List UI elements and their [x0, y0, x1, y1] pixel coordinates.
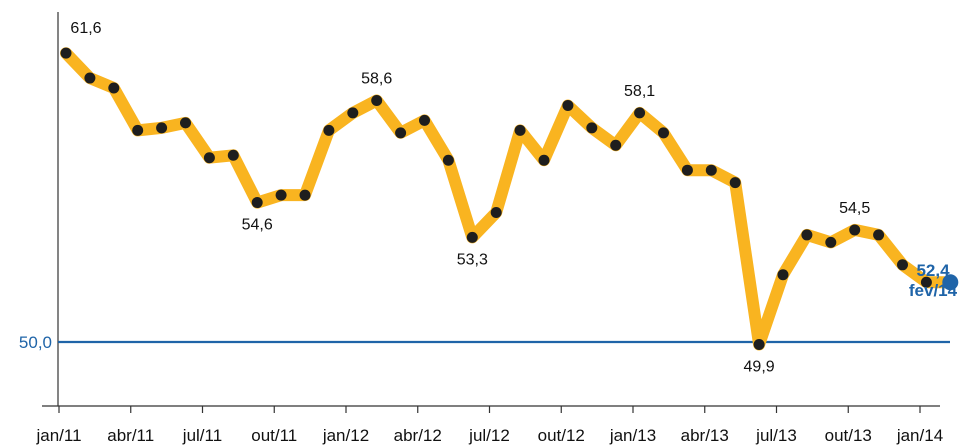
data-label: 53,3 — [457, 251, 488, 268]
data-point — [299, 189, 311, 201]
data-point — [586, 122, 598, 134]
data-point — [849, 224, 861, 236]
x-tick-label: jul/11 — [182, 426, 222, 445]
data-point — [729, 177, 741, 189]
last-point-value-label: 52,4 — [916, 261, 950, 280]
data-markers — [60, 47, 932, 350]
last-point-date-label: fev/14 — [909, 281, 958, 300]
data-point — [753, 338, 765, 350]
data-point — [395, 127, 407, 139]
data-point — [275, 189, 287, 201]
data-point — [466, 231, 478, 243]
data-point — [156, 122, 168, 134]
x-tick-label: jul/13 — [755, 426, 797, 445]
data-point — [323, 124, 335, 136]
last-point-marker — [942, 274, 959, 291]
data-point — [562, 99, 574, 111]
x-tick-label: jul/12 — [468, 426, 510, 445]
data-point — [442, 154, 454, 166]
data-point — [777, 269, 789, 281]
x-tick-label: jan/14 — [896, 426, 943, 445]
data-point — [132, 124, 144, 136]
data-labels: 61,6 54,6 58,6 53,3 58,1 49,9 54,5 — [70, 20, 870, 375]
data-point — [60, 47, 72, 59]
data-point — [203, 152, 215, 164]
data-point — [371, 94, 383, 106]
data-point — [180, 117, 191, 129]
data-point — [801, 229, 813, 241]
data-point — [920, 276, 932, 288]
data-label: 58,6 — [361, 70, 392, 87]
data-point — [347, 107, 359, 119]
x-ticks: jan/11 abr/11 jul/11 out/11 jan/12 abr/12 jul/… — [35, 406, 943, 445]
x-tick-label: abr/13 — [681, 426, 729, 445]
x-tick-label: jan/12 — [322, 426, 369, 445]
data-point — [897, 259, 908, 271]
data-point — [610, 139, 622, 151]
data-point — [705, 164, 717, 176]
data-point — [490, 207, 502, 219]
data-point — [419, 114, 430, 126]
data-point — [84, 72, 96, 84]
data-point — [681, 164, 693, 176]
series-line — [60, 47, 957, 351]
data-label: 54,5 — [839, 200, 870, 217]
data-point — [658, 127, 669, 139]
x-tick-label: out/11 — [251, 426, 297, 445]
x-tick-label: jan/11 — [35, 426, 81, 445]
data-point — [227, 149, 239, 161]
data-label: 49,9 — [744, 358, 775, 375]
data-point — [634, 107, 646, 119]
data-point — [251, 197, 263, 209]
x-tick-label: jan/13 — [609, 426, 656, 445]
data-label: 54,6 — [242, 217, 273, 234]
data-point — [538, 154, 550, 166]
x-tick-label: out/13 — [825, 426, 872, 445]
x-tick-label: abr/12 — [394, 426, 442, 445]
x-tick-label: out/12 — [538, 426, 585, 445]
data-label: 61,6 — [70, 20, 101, 37]
data-point — [873, 229, 885, 241]
x-tick-label: abr/11 — [107, 426, 154, 445]
reference-line-label: 50,0 — [19, 333, 52, 352]
data-point — [514, 124, 526, 136]
data-point — [108, 82, 120, 94]
data-label: 58,1 — [624, 83, 655, 100]
data-point — [825, 236, 837, 248]
